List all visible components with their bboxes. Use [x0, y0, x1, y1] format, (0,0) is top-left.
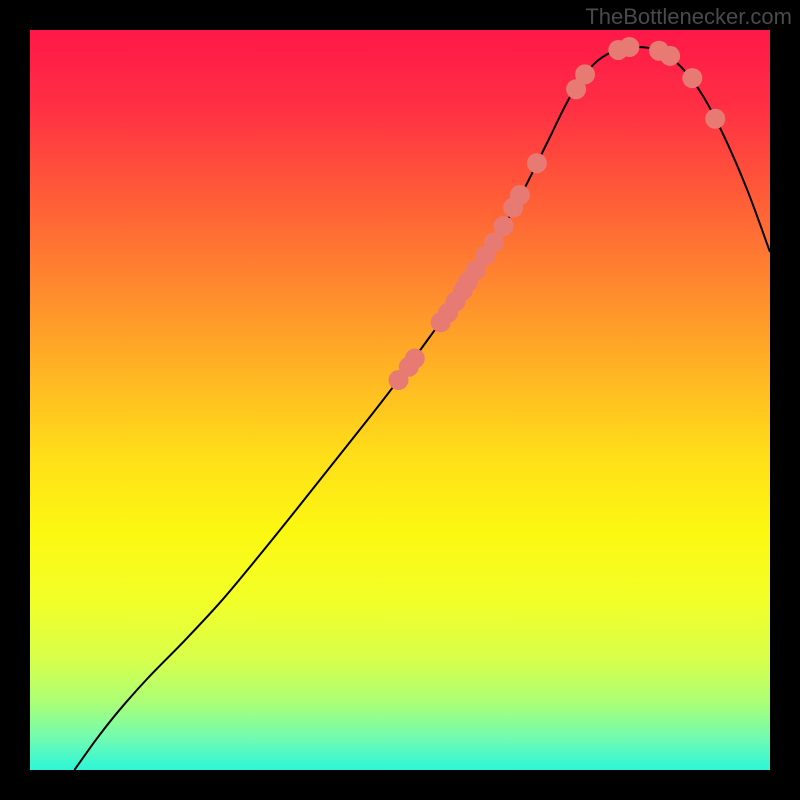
scatter-point	[705, 109, 725, 129]
scatter-point	[405, 349, 425, 369]
watermark-text: TheBottlenecker.com	[585, 4, 792, 30]
scatter-point	[619, 37, 639, 57]
scatter-point	[575, 64, 595, 84]
scatter-point	[660, 46, 680, 66]
plot-area	[30, 30, 770, 770]
scatter-point	[682, 68, 702, 88]
bottleneck-curve	[74, 47, 770, 770]
scatter-point	[527, 153, 547, 173]
curve-layer	[30, 30, 770, 770]
scatter-group	[389, 37, 726, 390]
scatter-point	[510, 185, 530, 205]
scatter-point	[494, 216, 514, 236]
